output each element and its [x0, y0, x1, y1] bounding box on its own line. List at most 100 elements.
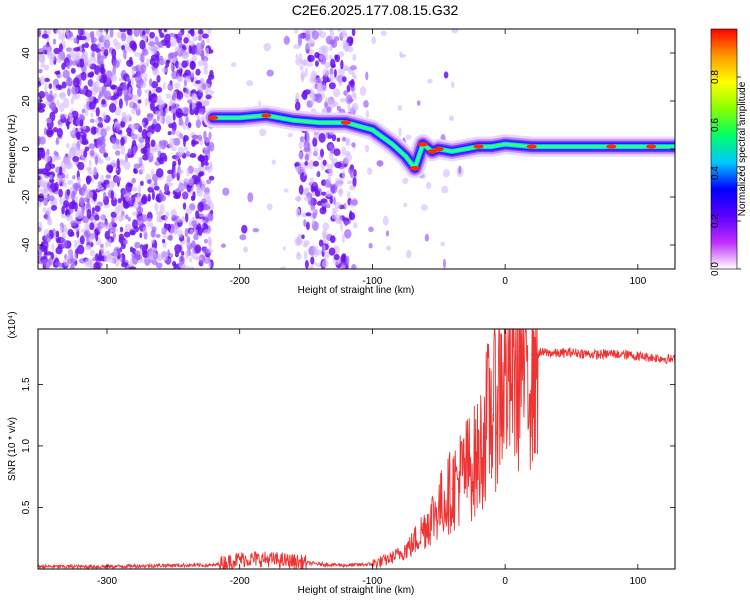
noise-speckle [91, 177, 95, 184]
noise-speckle [148, 179, 152, 184]
snr-point [438, 506, 440, 509]
noise-speckle [307, 39, 316, 47]
noise-speckle [86, 198, 90, 208]
ridge-hotspot [208, 115, 219, 121]
noise-speckle [191, 240, 196, 249]
noise-speckle [77, 161, 85, 171]
noise-speckle [100, 128, 107, 138]
noise-speckle [185, 88, 189, 95]
snr-plot-area [38, 329, 675, 569]
noise-speckle [109, 95, 117, 101]
noise-speckle [196, 114, 201, 120]
noise-speckle [294, 101, 301, 111]
noise-speckle [46, 46, 50, 56]
noise-speckle [331, 134, 337, 142]
noise-speckle [344, 153, 352, 163]
noise-speckle [151, 93, 156, 99]
noise-speckle [204, 238, 208, 244]
noise-speckle [334, 54, 338, 60]
snr-x-tick-label: 100 [629, 576, 646, 587]
noise-speckle [296, 251, 300, 257]
noise-speckle [142, 154, 149, 161]
noise-speckle [65, 173, 69, 180]
noise-speckle [155, 168, 164, 178]
noise-speckle [301, 59, 309, 66]
colorbar-tick-label: 0.6 [710, 118, 721, 132]
noise-speckle [198, 34, 203, 42]
noise-speckle [79, 119, 84, 127]
noise-speckle [319, 207, 327, 215]
noise-speckle [131, 186, 138, 192]
noise-speckle [149, 147, 155, 157]
noise-speckle [301, 90, 308, 100]
noise-speckle [71, 53, 79, 62]
noise-speckle [332, 88, 341, 98]
noise-speckle [185, 212, 189, 223]
noise-speckle [329, 67, 334, 75]
noise-speckle [316, 201, 322, 206]
noise-speckle [207, 29, 212, 35]
noise-speckle [312, 160, 319, 167]
noise-speckle [204, 87, 209, 95]
noise-speckle [209, 90, 214, 95]
noise-speckle [68, 31, 74, 38]
noise-speckle [321, 260, 329, 268]
snr-panel: -300 -200 -100 0 100 0.5 1.0 1.5 Height of str… [7, 311, 676, 596]
noise-speckle [239, 234, 247, 241]
noise-speckle [144, 72, 148, 82]
noise-speckle [51, 243, 55, 252]
noise-speckle [91, 207, 95, 214]
noise-speckle [321, 229, 328, 239]
noise-speckle [197, 173, 201, 183]
noise-speckle [136, 83, 141, 89]
noise-speckle [325, 190, 333, 197]
noise-speckle [103, 48, 109, 57]
noise-speckle [74, 239, 77, 249]
snr-x-tick-label: -300 [97, 576, 117, 587]
noise-speckle [66, 142, 70, 149]
noise-speckle [100, 214, 104, 220]
noise-speckle [191, 220, 197, 227]
noise-speckle [203, 99, 210, 107]
noise-speckle [133, 134, 142, 140]
noise-speckle [252, 228, 260, 233]
noise-speckle [63, 97, 70, 109]
noise-speckle [167, 83, 174, 91]
noise-speckle [203, 130, 207, 140]
noise-speckle [120, 192, 125, 202]
noise-speckle [312, 218, 316, 226]
noise-speckle [405, 134, 412, 140]
noise-speckle [141, 163, 145, 174]
noise-speckle [66, 179, 74, 185]
noise-speckle [191, 55, 198, 62]
noise-speckle [58, 43, 64, 52]
noise-speckle [195, 36, 199, 41]
noise-speckle [94, 205, 101, 212]
noise-speckle [159, 192, 165, 201]
noise-speckle [206, 179, 212, 185]
noise-speckle [303, 219, 307, 227]
noise-speckle [38, 68, 43, 74]
noise-speckle [137, 184, 142, 194]
snr-x-axis: -300 -200 -100 0 100 [97, 329, 647, 587]
noise-speckle [351, 102, 359, 112]
noise-speckle [299, 64, 304, 71]
noise-speckle [403, 202, 408, 208]
noise-speckle [167, 52, 174, 60]
noise-speckle [123, 81, 127, 91]
spectrogram-x-tick-label: -200 [230, 276, 250, 287]
noise-speckle [118, 77, 122, 82]
noise-speckle [104, 258, 110, 263]
spectrogram-ridge-layer [203, 105, 675, 179]
noise-speckle [109, 224, 113, 235]
noise-speckle [161, 251, 168, 262]
noise-speckle [55, 246, 63, 255]
noise-speckle [140, 53, 145, 63]
noise-speckle [163, 29, 168, 33]
noise-speckle [189, 101, 193, 112]
noise-speckle [207, 213, 213, 221]
noise-speckle [89, 118, 95, 124]
noise-speckle [127, 148, 132, 156]
snr-y-label: SNR (10 * v/v) [7, 417, 18, 481]
noise-speckle [148, 41, 156, 47]
